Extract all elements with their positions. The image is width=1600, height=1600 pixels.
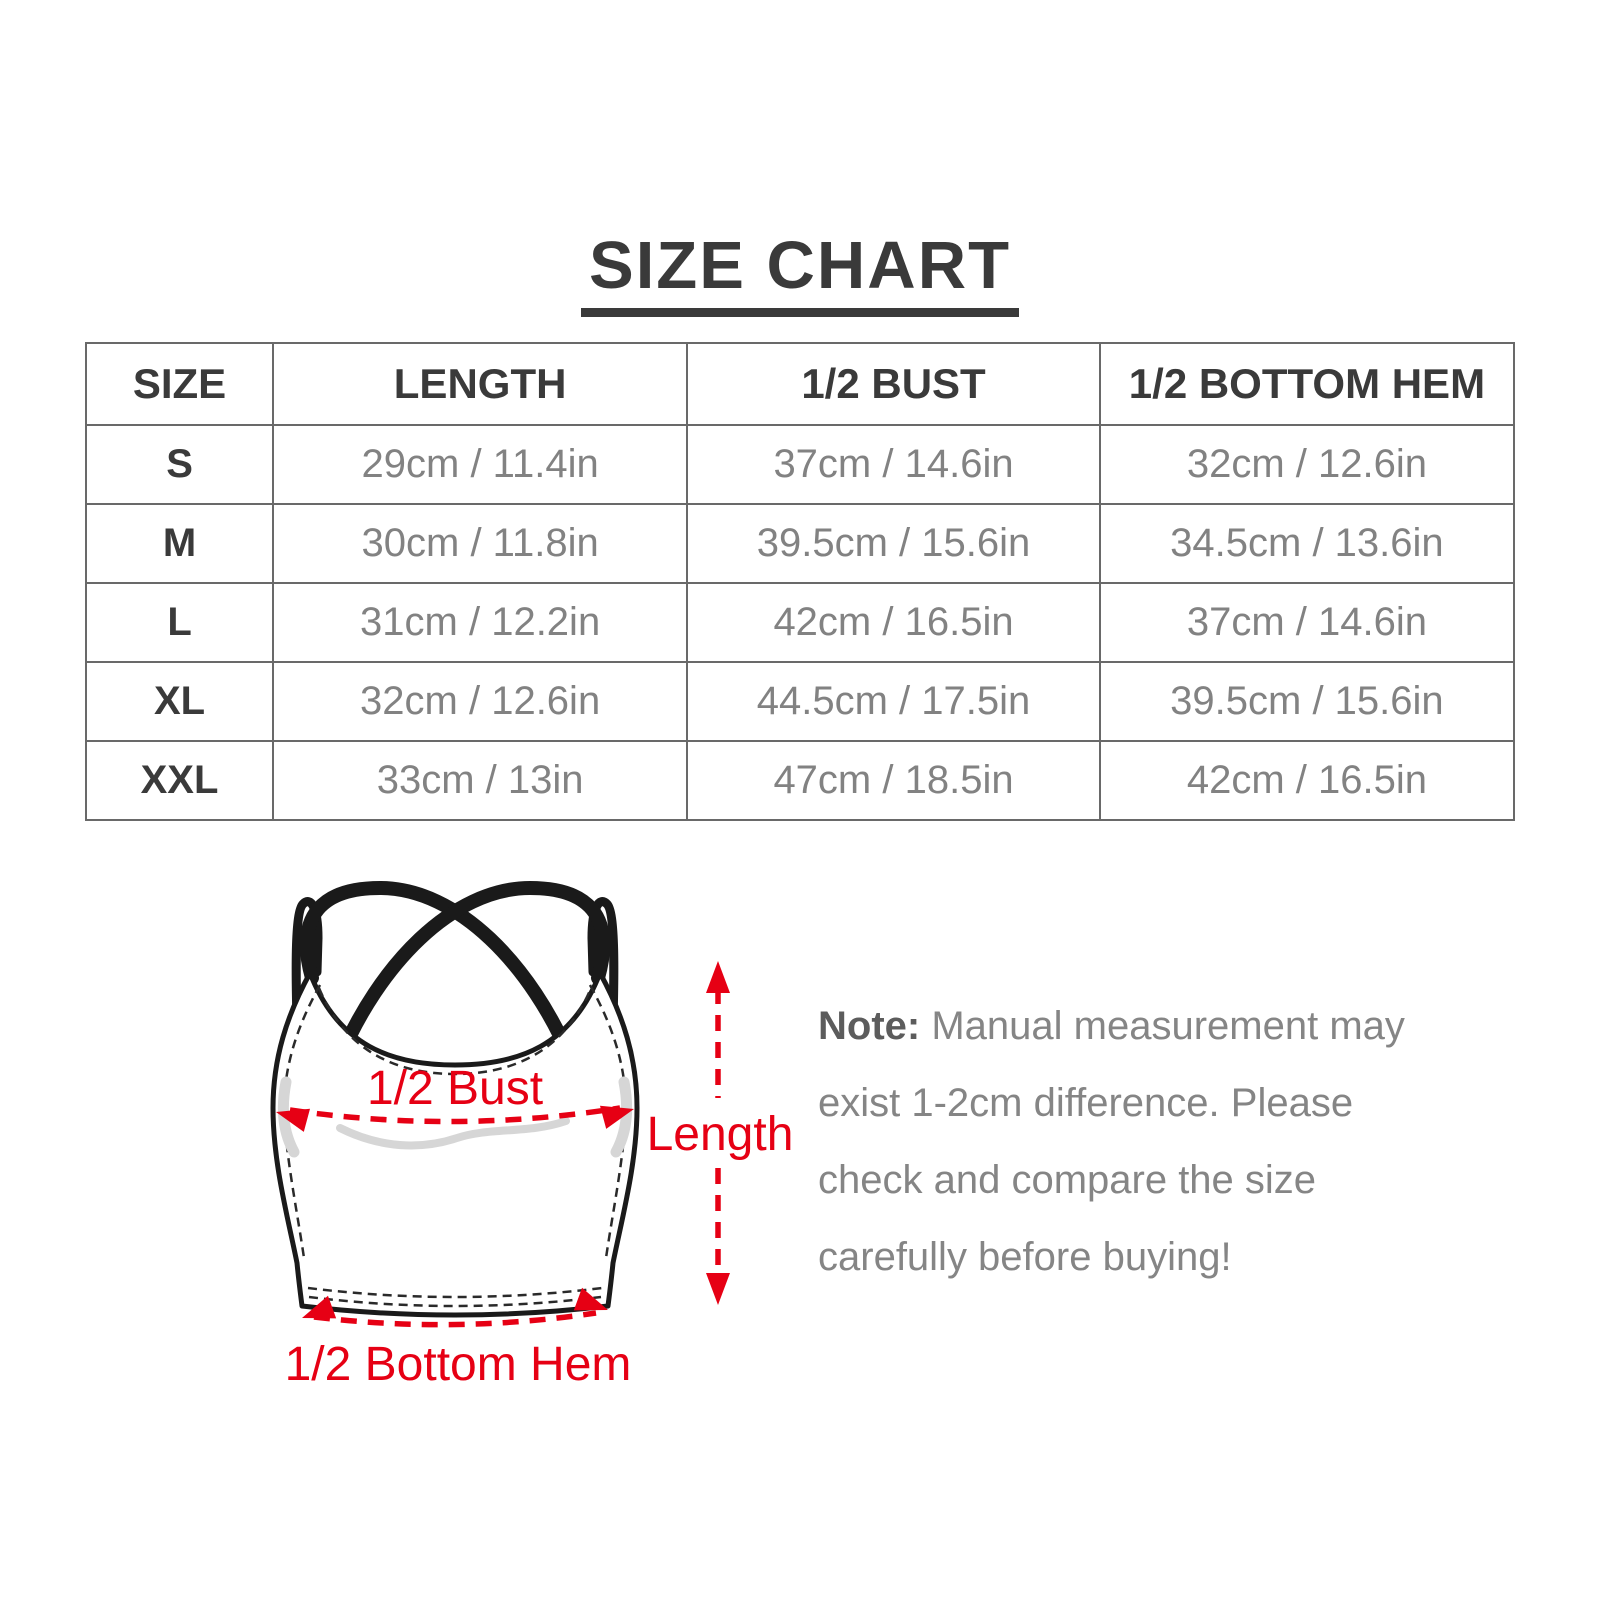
bust-cell: 39.5cm / 15.6in: [686, 503, 1101, 584]
column-header-size: SIZE: [84, 342, 275, 426]
length-cell: 30cm / 11.8in: [272, 503, 689, 584]
table-row: S 29cm / 11.4in 37cm / 14.6in 32cm / 12.…: [84, 424, 1516, 505]
header-row: SIZE LENGTH 1/2 BUST 1/2 BOTTOM HEM: [84, 342, 1516, 426]
hem-cell: 34.5cm / 13.6in: [1098, 503, 1516, 584]
length-cell: 33cm / 13in: [272, 740, 689, 821]
size-cell: L: [84, 582, 275, 663]
bust-cell: 37cm / 14.6in: [686, 424, 1101, 505]
size-cell: M: [84, 503, 275, 584]
bottom-hem-arrow: [297, 1287, 613, 1330]
bust-label: 1/2 Bust: [367, 1062, 543, 1115]
column-header-bust: 1/2 BUST: [686, 342, 1101, 426]
length-label: Length: [647, 1108, 794, 1161]
hem-cell: 37cm / 14.6in: [1098, 582, 1516, 663]
hem-cell: 42cm / 16.5in: [1098, 740, 1516, 821]
table-row: M 30cm / 11.8in 39.5cm / 15.6in 34.5cm /…: [84, 503, 1516, 584]
crop-top-straps: [291, 880, 619, 1067]
table-row: XXL 33cm / 13in 47cm / 18.5in 42cm / 16.…: [84, 740, 1516, 821]
crop-top-outline: [270, 970, 640, 1318]
page-title: SIZE CHART: [581, 232, 1019, 317]
hem-cell: 39.5cm / 15.6in: [1098, 661, 1516, 742]
table-row: L 31cm / 12.2in 42cm / 16.5in 37cm / 14.…: [84, 582, 1516, 663]
length-arrow: [706, 961, 730, 1305]
note-label: Note:: [818, 1004, 921, 1048]
length-cell: 32cm / 12.6in: [272, 661, 689, 742]
size-cell: XXL: [84, 740, 275, 821]
garment-measurement-diagram: 1/2 Bust Length 1/2 Bottom Hem: [270, 880, 794, 1391]
column-header-bottom-hem: 1/2 BOTTOM HEM: [1098, 342, 1516, 426]
bottom-hem-label: 1/2 Bottom Hem: [285, 1338, 632, 1391]
title-block: SIZE CHART: [0, 232, 1600, 317]
crop-top-body: [270, 970, 640, 1318]
length-cell: 31cm / 12.2in: [272, 582, 689, 663]
bust-cell: 47cm / 18.5in: [686, 740, 1101, 821]
table-row: XL 32cm / 12.6in 44.5cm / 17.5in 39.5cm …: [84, 661, 1516, 742]
column-header-length: LENGTH: [272, 342, 689, 426]
bust-arrow: [272, 1097, 638, 1132]
size-cell: S: [84, 424, 275, 505]
size-cell: XL: [84, 661, 275, 742]
bust-cell: 42cm / 16.5in: [686, 582, 1101, 663]
size-table: SIZE LENGTH 1/2 BUST 1/2 BOTTOM HEM S 29…: [84, 342, 1516, 821]
note-body: Manual measurement may exist 1-2cm diffe…: [818, 1004, 1405, 1279]
length-cell: 29cm / 11.4in: [272, 424, 689, 505]
note-text: Note: Manual measurement may exist 1-2cm…: [818, 988, 1458, 1296]
bust-cell: 44.5cm / 17.5in: [686, 661, 1101, 742]
hem-cell: 32cm / 12.6in: [1098, 424, 1516, 505]
